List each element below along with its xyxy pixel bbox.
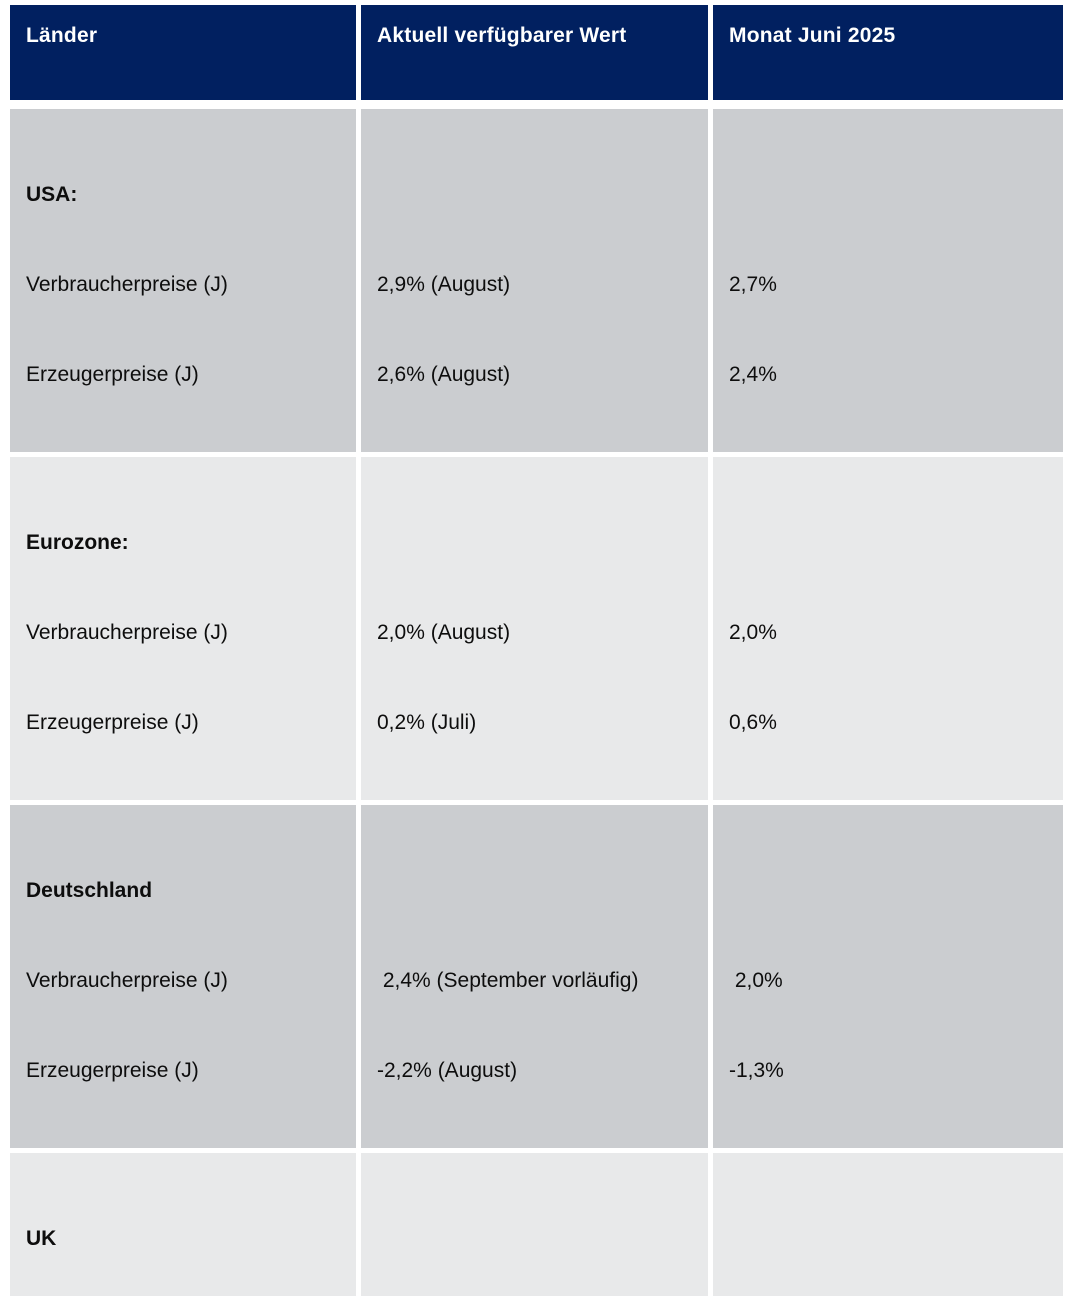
month-value: 2,0%: [729, 621, 777, 644]
country-cell: Eurozone: Verbraucherpreise (J) Erzeuger…: [10, 457, 356, 800]
country-cell: UK Verbraucherpreise (J): [10, 1153, 356, 1296]
spacer-line: [729, 180, 1063, 210]
header-cell-laender: Länder: [10, 5, 356, 100]
country-name: USA:: [26, 183, 78, 206]
metric-label: Verbraucherpreise (J): [26, 273, 228, 296]
metric-label: Verbraucherpreise (J): [26, 621, 228, 644]
spacer-line: [729, 528, 1063, 558]
country-cell: USA: Verbraucherpreise (J) Erzeugerpreis…: [10, 109, 356, 452]
inflation-table: Länder Aktuell verfügbarer Wert Monat Ju…: [10, 5, 1063, 1296]
metric-label: Erzeugerpreise (J): [26, 1059, 199, 1082]
spacer-line: [729, 876, 1063, 906]
month-value: 2,4%: [729, 363, 777, 386]
country-name: Deutschland: [26, 879, 153, 902]
table-row-eurozone: Eurozone: Verbraucherpreise (J) Erzeuger…: [10, 457, 1063, 800]
table-row-usa: USA: Verbraucherpreise (J) Erzeugerpreis…: [10, 109, 1063, 452]
table-header-row: Länder Aktuell verfügbarer Wert Monat Ju…: [10, 5, 1063, 100]
month-value-cell: 2,0% 0,6%: [713, 457, 1063, 800]
current-value: 2,0% (August): [377, 621, 511, 644]
month-value: 2,0%: [729, 969, 783, 992]
table-row-deutschland: Deutschland Verbraucherpreise (J) Erzeug…: [10, 805, 1063, 1148]
country-cell: Deutschland Verbraucherpreise (J) Erzeug…: [10, 805, 356, 1148]
spacer-line: [377, 876, 708, 906]
current-value-cell: 2,9% (August) 2,6% (August): [361, 109, 708, 452]
month-value-cell: 3,6%: [713, 1153, 1063, 1296]
current-value: 0,2% (Juli): [377, 711, 477, 734]
spacer-line: [729, 1224, 1063, 1254]
month-value: 0,6%: [729, 711, 777, 734]
metric-label: Erzeugerpreise (J): [26, 363, 199, 386]
country-name: UK: [26, 1227, 57, 1250]
header-cell-monat-juni: Monat Juni 2025: [713, 5, 1063, 100]
month-value-cell: 2,0% -1,3%: [713, 805, 1063, 1148]
metric-label: Verbraucherpreise (J): [26, 969, 228, 992]
current-value-cell: 2,4% (September vorläufig) -2,2% (August…: [361, 805, 708, 1148]
spacer-line: [377, 528, 708, 558]
current-value: -2,2% (August): [377, 1059, 518, 1082]
header-cell-aktueller-wert: Aktuell verfügbarer Wert: [361, 5, 708, 100]
country-name: Eurozone:: [26, 531, 129, 554]
spacer-line: [377, 180, 708, 210]
current-value: 2,9% (August): [377, 273, 511, 296]
spacer-line: [377, 1224, 708, 1254]
current-value-cell: 2,0% (August) 0,2% (Juli): [361, 457, 708, 800]
current-value-cell: 3,8% (August): [361, 1153, 708, 1296]
metric-label: Erzeugerpreise (J): [26, 711, 199, 734]
current-value: 2,6% (August): [377, 363, 511, 386]
current-value: 2,4% (September vorläufig): [377, 969, 639, 992]
month-value-cell: 2,7% 2,4%: [713, 109, 1063, 452]
month-value: 2,7%: [729, 273, 777, 296]
table-row-uk: UK Verbraucherpreise (J) 3,8% (August) 3…: [10, 1153, 1063, 1296]
month-value: -1,3%: [729, 1059, 784, 1082]
